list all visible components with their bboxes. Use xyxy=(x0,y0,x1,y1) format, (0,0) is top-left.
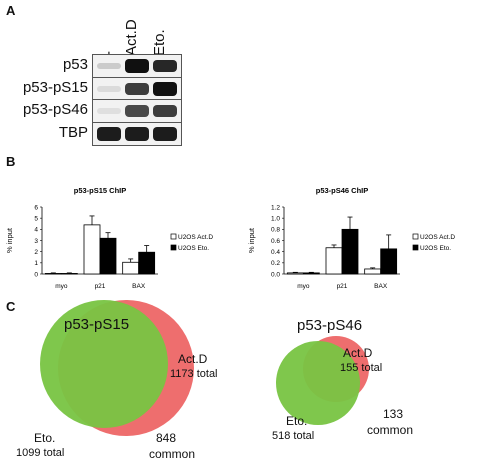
blot-label-tbp: TBP xyxy=(58,124,88,141)
legend-swatch xyxy=(412,233,419,240)
venn2-actd-label: Act.D xyxy=(343,346,373,360)
blot-strip xyxy=(92,99,182,123)
legend-swatch xyxy=(412,244,419,251)
legend-label: U2OS Act.D xyxy=(178,234,213,241)
bar xyxy=(302,272,320,275)
bar xyxy=(60,273,78,275)
venn1-actd-label: Act.D xyxy=(178,352,208,366)
blot-band xyxy=(97,108,121,114)
blot-band xyxy=(153,59,177,73)
bar xyxy=(286,272,304,275)
y-tick-label: 0.0 xyxy=(271,271,280,278)
blot-band xyxy=(125,83,149,95)
bar xyxy=(138,251,156,275)
blot-band xyxy=(125,127,149,141)
blot-band xyxy=(153,127,177,141)
blot-label-p53-ps15: p53-pS15 xyxy=(22,79,88,96)
blot-label-p53-ps46: p53-pS46 xyxy=(22,101,88,118)
blot-band xyxy=(97,86,121,92)
bar xyxy=(122,261,140,275)
legend-label: U2OS Eto. xyxy=(420,245,451,252)
bar xyxy=(325,247,343,275)
y-tick-label: 1.0 xyxy=(271,215,280,222)
venn1-title: p53-pS15 xyxy=(64,316,130,333)
bar xyxy=(341,228,359,275)
y-tick-label: 5 xyxy=(34,215,38,222)
legend-swatch xyxy=(170,244,177,251)
venn2-eto-circle xyxy=(276,341,360,425)
x-tick-label: myo xyxy=(55,283,68,290)
venn1-common-label: common xyxy=(149,447,196,461)
blot-label-p53: p53 xyxy=(62,56,88,73)
blot-band xyxy=(125,59,149,73)
y-tick-label: 2 xyxy=(34,249,38,256)
x-tick-label: p21 xyxy=(337,283,348,290)
venn2-eto-total: 518 total xyxy=(272,430,315,442)
blot-band xyxy=(97,62,121,70)
legend-label: U2OS Eto. xyxy=(178,245,209,252)
y-tick-label: 4 xyxy=(34,227,38,234)
venn-diagrams xyxy=(40,300,369,436)
legend-swatch xyxy=(170,233,177,240)
y-tick-label: 0.4 xyxy=(271,249,280,256)
y-tick-label: 3 xyxy=(34,238,38,245)
y-tick-label: 0.6 xyxy=(271,238,280,245)
y-tick-label: 0 xyxy=(34,271,38,278)
venn2-actd-total: 155 total xyxy=(340,362,383,374)
x-tick-label: myo xyxy=(297,283,310,290)
y-tick-label: 1 xyxy=(34,260,38,267)
bar xyxy=(380,248,398,275)
venn1-eto-circle xyxy=(40,300,168,428)
chart-title: p53-pS15 ChIP xyxy=(74,186,127,195)
y-tick-label: 1.2 xyxy=(271,204,280,211)
bar xyxy=(99,237,117,275)
bar xyxy=(83,224,101,275)
venn1-eto-label: Eto. xyxy=(34,431,56,445)
y-axis-label: % input xyxy=(5,227,14,253)
chart-p53-ps15-chip: p53-pS15 ChIP % input 0 1 2 3 4 5 6 myo p21 BAX U2OS… xyxy=(5,186,213,290)
chart-title: p53-pS46 ChIP xyxy=(316,186,369,195)
venn2-common-label: common xyxy=(367,423,414,437)
venn1-eto-total: 1099 total xyxy=(16,447,65,459)
y-axis-label: % input xyxy=(247,227,256,253)
chart-p53-ps46-chip: p53-pS46 ChIP % input 0.0 0.2 0.4 0.6 0.8 1.0 1.… xyxy=(247,186,455,290)
venn1-actd-total: 1173 total xyxy=(170,368,218,380)
lane-label-actd: Act.D xyxy=(123,19,140,56)
x-tick-label: BAX xyxy=(132,283,146,290)
blot-band xyxy=(125,105,149,117)
x-tick-label: BAX xyxy=(374,283,388,290)
venn1-common-count: 848 xyxy=(156,431,177,445)
venn2-eto-label: Eto. xyxy=(286,414,308,428)
panel-b-letter: B xyxy=(6,154,16,169)
blot-band xyxy=(97,127,121,141)
panel-a-letter: A xyxy=(6,3,16,18)
venn2-common-count: 133 xyxy=(383,407,404,421)
lane-label-eto: Eto. xyxy=(151,29,168,56)
legend-label: U2OS Act.D xyxy=(420,234,455,241)
bar xyxy=(364,268,382,275)
blot-strip xyxy=(92,54,182,78)
blot-strip xyxy=(92,122,182,146)
panel-c-letter: C xyxy=(6,299,16,314)
y-tick-label: 6 xyxy=(34,204,38,211)
bar xyxy=(44,273,62,275)
blot-band xyxy=(153,105,177,117)
y-tick-label: 0.2 xyxy=(271,260,280,267)
blot-strip xyxy=(92,77,182,101)
venn2-title: p53-pS46 xyxy=(297,317,363,334)
blot-band xyxy=(153,82,177,96)
y-tick-label: 0.8 xyxy=(271,227,280,234)
x-tick-label: p21 xyxy=(95,283,106,290)
